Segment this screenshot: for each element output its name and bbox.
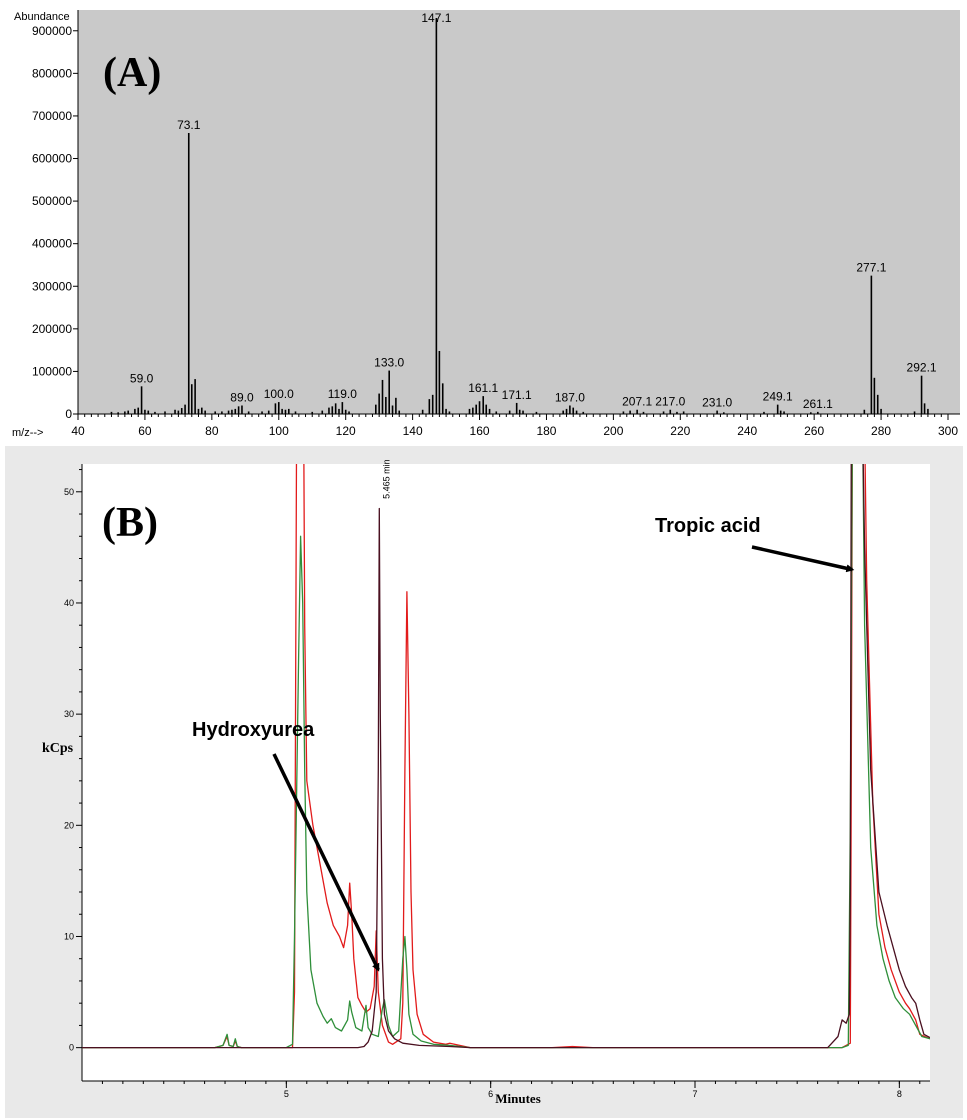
panel-a-label: (A)	[103, 50, 161, 96]
spectrum-peak-label: 100.0	[264, 387, 294, 401]
spectrum-peak-label: 133.0	[374, 356, 404, 370]
chromatogram-trace	[82, 464, 930, 1049]
spectrum-y-tick-label: 400000	[32, 237, 72, 251]
spectrum-peak-label: 277.1	[856, 261, 886, 275]
chromatogram-y-tick-label: 20	[64, 820, 74, 830]
spectrum-x-tick-label: 80	[205, 424, 219, 438]
spectrum-y-tick-label: 700000	[32, 109, 72, 123]
chromatogram-trace-group	[82, 464, 930, 1049]
chromatogram-annotations: 5.465 min Hydroxyurea Tropic acid	[192, 459, 855, 972]
spectrum-peak-label: 161.1	[468, 381, 498, 395]
chromatogram-axes: 0 10 20 30 40 50 5 6 7 8	[64, 464, 930, 1099]
spectrum-x-tick-label: 40	[71, 424, 85, 438]
chromatogram-x-axis-label: Minutes	[495, 1091, 541, 1106]
spectrum-peak-label: 89.0	[230, 390, 254, 404]
chromatogram-y-tick-label: 40	[64, 598, 74, 608]
compound-annotation-label: Hydroxyurea	[192, 719, 315, 741]
spectrum-x-tick-label: 220	[670, 424, 690, 438]
spectrum-y-tick-label: 900000	[32, 24, 72, 38]
spectrum-x-tick-label: 280	[871, 424, 891, 438]
spectrum-x-tick-label: 160	[470, 424, 490, 438]
spectrum-y-tick-label: 200000	[32, 322, 72, 336]
spectrum-y-tick-label: 500000	[32, 194, 72, 208]
spectrum-y-tick-label: 800000	[32, 66, 72, 80]
chromatogram-x-tick-label: 7	[693, 1089, 698, 1099]
chromatogram-plot-area	[82, 464, 930, 1081]
spectrum-x-tick-label: 260	[804, 424, 824, 438]
spectrum-peak-label: 147.1	[421, 11, 451, 25]
spectrum-peak-label: 249.1	[763, 390, 793, 404]
spectrum-peak-label: 292.1	[907, 361, 937, 375]
compound-annotation-label: Tropic acid	[655, 515, 761, 537]
annotation-arrow	[751, 545, 855, 573]
spectrum-x-tick-label: 300	[938, 424, 958, 438]
spectrum-x-tick-label: 120	[336, 424, 356, 438]
spectrum-x-tick-label: 200	[603, 424, 623, 438]
spectrum-x-tick-label: 100	[269, 424, 289, 438]
spectrum-x-tick-label: 140	[403, 424, 423, 438]
chromatogram-trace	[82, 464, 930, 1049]
spectrum-x-axis-label: m/z-->	[12, 427, 43, 439]
spectrum-axes: 0 100000 200000 300000 400000 500000 600000 700…	[32, 10, 960, 438]
spectrum-plot-area	[78, 10, 960, 414]
spectrum-x-tick-label: 60	[138, 424, 152, 438]
spectrum-peak-label: 231.0	[702, 396, 732, 410]
spectrum-peak-label: 171.1	[502, 388, 532, 402]
chromatogram-x-tick-label: 8	[897, 1089, 902, 1099]
spectrum-y-tick-label: 0	[65, 407, 72, 421]
mass-spectrum-panel: 0 100000 200000 300000 400000 500000 600000 700…	[12, 10, 960, 439]
chromatogram-panel: 0 10 20 30 40 50 5 6 7 8 5.465 min Hydroxyurea Trop…	[5, 446, 963, 1118]
chromatogram-traces	[82, 464, 930, 1049]
panel-b-label: (B)	[102, 500, 158, 546]
chromatogram-trace	[82, 464, 930, 1049]
spectrum-peak-label: 217.0	[655, 395, 685, 409]
chromatogram-y-tick-label: 50	[64, 487, 74, 497]
spectrum-peak-labels: 59.0 73.1 89.0 100.0 119.0 133.0 147.1 161.1 171…	[130, 11, 937, 411]
spectrum-x-tick-label: 240	[737, 424, 757, 438]
chromatogram-x-tick-label: 6	[488, 1089, 493, 1099]
spectrum-peak-label: 207.1	[622, 395, 652, 409]
spectrum-y-axis-label: Abundance	[14, 11, 70, 23]
spectrum-peak-label: 119.0	[328, 387, 357, 401]
spectrum-y-tick-label: 300000	[32, 279, 72, 293]
chromatogram-y-tick-label: 0	[69, 1043, 74, 1053]
spectrum-peak-label: 73.1	[177, 118, 201, 132]
spectrum-x-tick-label: 180	[536, 424, 556, 438]
spectrum-y-tick-label: 600000	[32, 152, 72, 166]
chromatogram-y-axis-label: kCps	[42, 741, 74, 756]
chromatogram-y-tick-label: 30	[64, 709, 74, 719]
chromatogram-y-tick-label: 10	[64, 931, 74, 941]
spectrum-y-tick-label: 100000	[32, 364, 72, 378]
annotation-arrow	[272, 753, 380, 972]
chromatogram-x-tick-label: 5	[284, 1089, 289, 1099]
peak-retention-time-label: 5.465 min	[381, 459, 391, 499]
spectrum-peak-label: 59.0	[130, 371, 154, 385]
spectrum-bars	[110, 18, 929, 414]
spectrum-peak-label: 187.0	[555, 390, 585, 404]
spectrum-peak-label: 261.1	[803, 397, 833, 411]
